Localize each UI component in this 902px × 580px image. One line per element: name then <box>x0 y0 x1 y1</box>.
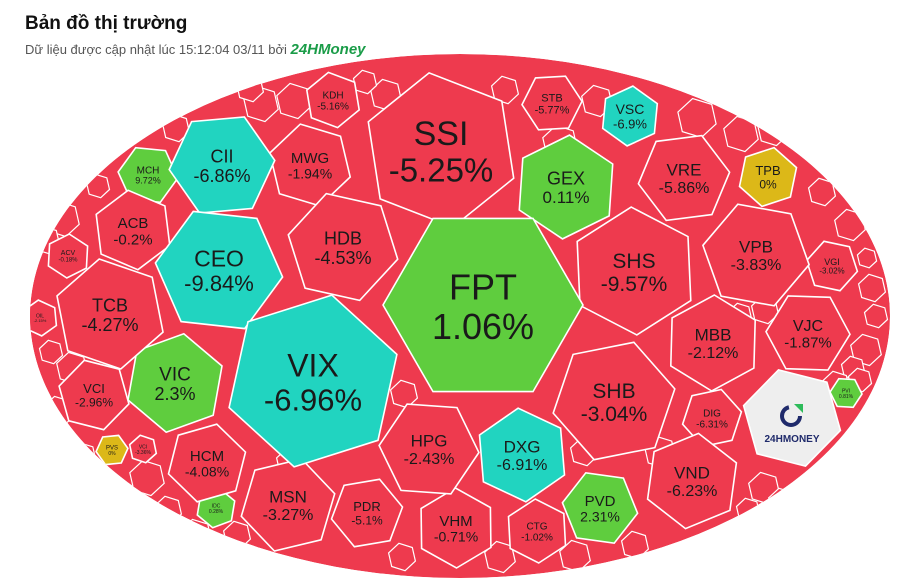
stock-cell-shape[interactable] <box>738 146 798 208</box>
stock-cell-shape[interactable] <box>507 498 567 564</box>
minor-stock-cell[interactable] <box>114 493 146 527</box>
logo-cell-shape <box>742 369 842 467</box>
stock-cell-shape[interactable] <box>228 294 398 468</box>
stock-cell-shape[interactable] <box>154 210 284 330</box>
stock-cell-shape[interactable] <box>95 189 171 271</box>
minor-stock-cell[interactable] <box>863 303 889 329</box>
stock-cell-shape[interactable] <box>561 471 639 545</box>
stock-cell-shape[interactable] <box>765 295 851 371</box>
minor-stock-cell[interactable] <box>38 339 64 365</box>
stock-cell-shape[interactable] <box>601 85 659 147</box>
stock-cell-shape[interactable] <box>330 478 404 548</box>
stock-cell-shape[interactable] <box>378 403 480 495</box>
stock-cell-shape[interactable] <box>637 134 731 222</box>
brand-link[interactable]: 24HMoney <box>290 41 366 58</box>
minor-stock-cell[interactable] <box>857 273 887 303</box>
stock-cell-shape[interactable] <box>478 407 566 503</box>
stock-cell-shape[interactable] <box>128 434 158 464</box>
minor-stock-cell[interactable] <box>131 103 161 133</box>
logo-text: 24HMONEY <box>764 434 819 445</box>
stock-cell-shape[interactable] <box>420 487 492 569</box>
stock-cell-shape[interactable] <box>576 206 692 336</box>
stock-cell-shape[interactable] <box>382 217 584 393</box>
minor-stock-cell[interactable] <box>387 542 417 572</box>
stock-cell-shape[interactable] <box>646 432 738 530</box>
stock-cell-shape[interactable] <box>24 299 58 337</box>
minor-stock-cell[interactable] <box>180 518 212 552</box>
minor-stock-cell[interactable] <box>757 113 789 147</box>
stock-cell-shape[interactable] <box>518 134 614 240</box>
minor-stock-cell[interactable] <box>850 333 882 367</box>
stock-cell-shape[interactable] <box>287 192 399 302</box>
stock-cell-shape[interactable] <box>56 258 164 370</box>
logo-cell: 24HMONEY <box>742 369 842 467</box>
stock-cell-shape[interactable] <box>47 233 89 279</box>
stock-cell-shape[interactable] <box>117 146 179 204</box>
stock-cell-shape[interactable] <box>167 423 247 503</box>
update-info: Dữ liệu được cập nhật lúc 15:12:04 03/11… <box>25 42 366 58</box>
brand-logo-icon <box>780 404 803 427</box>
header: Bản đồ thị trường Dữ liệu được cập nhật … <box>25 12 366 58</box>
minor-stock-cell[interactable] <box>181 77 211 107</box>
minor-stock-cell[interactable] <box>71 442 97 468</box>
minor-stock-cell[interactable] <box>352 69 378 95</box>
stock-cell-shape[interactable] <box>305 71 361 129</box>
stock-cell-shape[interactable] <box>669 294 757 392</box>
minor-stock-cell[interactable] <box>856 247 878 269</box>
minor-stock-cell[interactable] <box>129 459 165 497</box>
page-title: Bản đồ thị trường <box>25 13 188 34</box>
stock-cell-shape[interactable] <box>521 75 583 131</box>
minor-stock-cell[interactable] <box>490 75 520 105</box>
stock-cell-shape[interactable] <box>240 458 336 552</box>
update-info-text: Dữ liệu được cập nhật lúc 15:12:04 03/11… <box>25 42 287 57</box>
stock-cell-shape[interactable] <box>701 203 811 307</box>
stock-cell-shape[interactable] <box>552 341 676 461</box>
